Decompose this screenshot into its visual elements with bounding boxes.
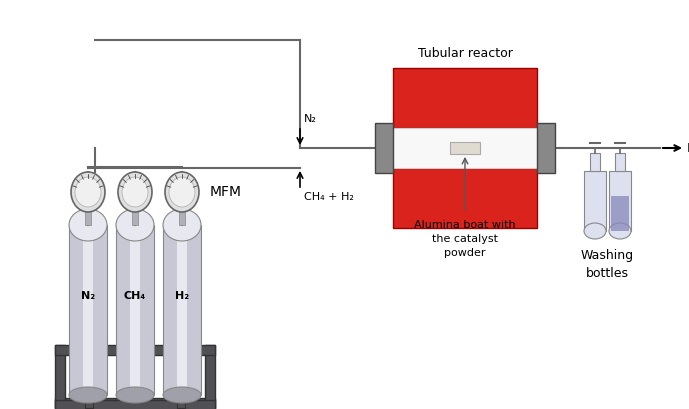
Bar [116,225,154,395]
Ellipse shape [75,177,101,207]
Ellipse shape [584,223,606,239]
Ellipse shape [80,182,96,192]
Ellipse shape [169,177,195,207]
Bar [55,345,65,408]
Text: H₂: H₂ [175,291,189,301]
Ellipse shape [165,172,199,212]
Bar [590,153,600,171]
Text: Exit: Exit [687,142,689,155]
Bar [85,203,91,225]
Ellipse shape [69,387,107,403]
Bar [69,225,107,395]
Bar [132,203,138,225]
Bar [611,196,629,231]
Ellipse shape [118,172,152,212]
Text: CH₄ + H₂: CH₄ + H₂ [304,192,354,202]
Text: MFM: MFM [210,185,242,199]
Bar [177,225,187,395]
Ellipse shape [122,177,148,207]
Bar [615,153,625,171]
Bar [609,171,631,231]
Bar [55,400,215,409]
Bar [85,345,93,408]
Bar [584,171,606,231]
Bar [450,142,480,154]
Bar [393,128,537,168]
Bar [205,345,215,408]
Ellipse shape [116,209,154,241]
Bar [393,68,537,128]
Text: CH₄: CH₄ [124,291,146,301]
Bar [179,203,185,225]
Ellipse shape [116,387,154,403]
Text: Tubular reactor: Tubular reactor [418,47,513,60]
Bar [174,187,190,203]
Ellipse shape [69,209,107,241]
Bar [55,398,215,408]
Bar [177,345,185,408]
Ellipse shape [71,172,105,212]
Text: N₂: N₂ [81,291,95,301]
Bar [163,225,201,395]
Bar [127,187,143,203]
Ellipse shape [609,223,631,239]
Text: Alumina boat with
the catalyst
powder: Alumina boat with the catalyst powder [414,220,516,258]
Ellipse shape [174,182,190,192]
Ellipse shape [127,182,143,192]
Ellipse shape [163,209,201,241]
Bar [55,345,215,355]
Bar [375,123,393,173]
Bar [130,225,140,395]
Bar [83,225,93,395]
Text: Washing
bottles: Washing bottles [580,249,634,280]
Text: N₂: N₂ [304,114,317,124]
Bar [537,123,555,173]
Bar [80,187,96,203]
Ellipse shape [163,387,201,403]
Bar [393,168,537,228]
